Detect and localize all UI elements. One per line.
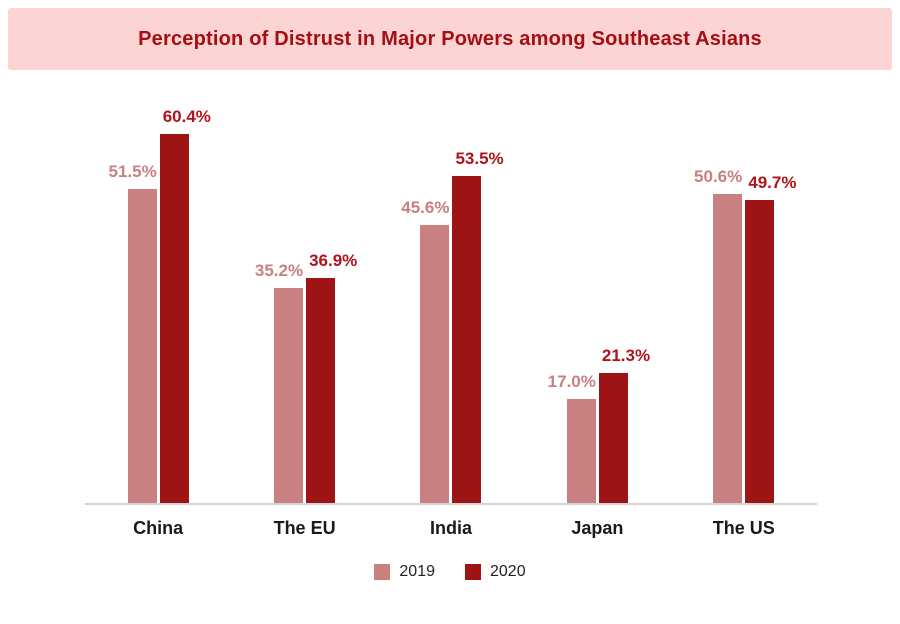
legend-item-2019: 2019	[374, 563, 435, 581]
bar-value-label-2019-the-eu: 35.2%	[254, 261, 304, 281]
bar-2019-india: 45.6%	[401, 198, 450, 503]
bar-2019-japan: 17.0%	[548, 372, 596, 503]
legend-swatch-2020	[465, 564, 481, 580]
chart-area: 51.5% 60.4% China 35.2% 36.9% The EU 45.6% 53.5…	[85, 100, 817, 538]
bar-value-label-2020-china: 60.4%	[162, 107, 211, 127]
bar-2019-china: 51.5%	[108, 162, 157, 503]
bar-group-the-us: 50.6% 49.7% The US	[694, 167, 796, 538]
bar-value-label-2020-the-us: 49.7%	[748, 172, 797, 192]
bar-2019-the-eu: 35.2%	[255, 261, 304, 503]
bar-value-label-2019-china: 51.5%	[108, 161, 157, 181]
bar-2020-india: 53.5%	[452, 149, 504, 503]
legend-item-2020: 2020	[465, 563, 526, 581]
category-label-the-eu: The EU	[273, 518, 336, 538]
category-label-japan: Japan	[571, 518, 624, 538]
x-axis-line	[85, 503, 817, 505]
bar-group-china: 51.5% 60.4% China	[108, 107, 211, 538]
bar-value-label-2019-the-us: 50.6%	[694, 167, 743, 186]
bar-2020-japan: 21.3%	[598, 346, 650, 503]
bar-2020-china: 60.4%	[159, 107, 211, 503]
category-label-the-us: The US	[712, 518, 775, 538]
category-label-india: India	[429, 518, 472, 538]
legend-label-2019: 2019	[399, 563, 435, 580]
bar-group-japan: 17.0% 21.3% Japan	[548, 346, 650, 538]
bar-2020-the-us: 49.7%	[745, 173, 796, 503]
bar-value-label-2020-japan: 21.3%	[601, 345, 651, 365]
chart-title: Perception of Distrust in Major Powers a…	[138, 27, 762, 50]
bar-2020-the-eu: 36.9%	[306, 251, 357, 503]
legend-label-2020: 2020	[490, 563, 526, 580]
legend-swatch-2019	[374, 564, 391, 580]
bar-value-label-2019-india: 45.6%	[401, 197, 450, 217]
bar-value-label-2020-the-eu: 36.9%	[309, 250, 358, 270]
bar-2019-the-us: 50.6%	[694, 167, 743, 503]
chart-legend: 2019 2020	[0, 563, 900, 581]
bar-value-label-2019-japan: 17.0%	[547, 372, 596, 392]
bar-group-the-eu: 35.2% 36.9% The EU	[255, 251, 357, 538]
bar-group-india: 45.6% 53.5% India	[401, 149, 504, 538]
bar-chart: 51.5% 60.4% China 35.2% 36.9% The EU 45.6% 53.5…	[85, 100, 817, 538]
bar-value-label-2020-india: 53.5%	[455, 149, 504, 169]
chart-header: Perception of Distrust in Major Powers a…	[8, 8, 892, 70]
category-label-china: China	[133, 518, 184, 538]
